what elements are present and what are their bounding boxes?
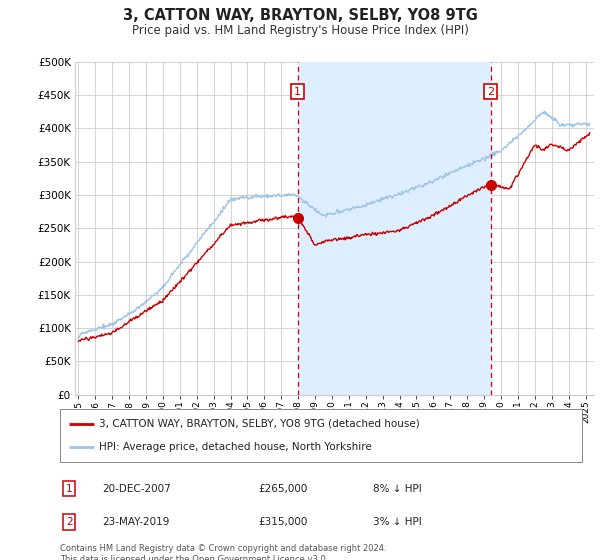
Text: 3, CATTON WAY, BRAYTON, SELBY, YO8 9TG (detached house): 3, CATTON WAY, BRAYTON, SELBY, YO8 9TG (… (99, 419, 420, 429)
Text: 1: 1 (294, 87, 301, 96)
Text: £265,000: £265,000 (259, 484, 308, 494)
Bar (298, 62, 491, 395)
Text: Price paid vs. HM Land Registry's House Price Index (HPI): Price paid vs. HM Land Registry's House … (131, 24, 469, 36)
Text: 3% ↓ HPI: 3% ↓ HPI (373, 517, 422, 527)
Text: 8% ↓ HPI: 8% ↓ HPI (373, 484, 422, 494)
Text: 20-DEC-2007: 20-DEC-2007 (102, 484, 170, 494)
Text: 2: 2 (66, 517, 73, 527)
Text: HPI: Average price, detached house, North Yorkshire: HPI: Average price, detached house, Nort… (99, 442, 372, 452)
Text: 23-MAY-2019: 23-MAY-2019 (102, 517, 169, 527)
Text: 1: 1 (66, 484, 73, 494)
Text: 3, CATTON WAY, BRAYTON, SELBY, YO8 9TG: 3, CATTON WAY, BRAYTON, SELBY, YO8 9TG (122, 8, 478, 24)
Text: 2: 2 (487, 87, 494, 96)
Text: Contains HM Land Registry data © Crown copyright and database right 2024.
This d: Contains HM Land Registry data © Crown c… (60, 544, 386, 560)
Text: £315,000: £315,000 (259, 517, 308, 527)
